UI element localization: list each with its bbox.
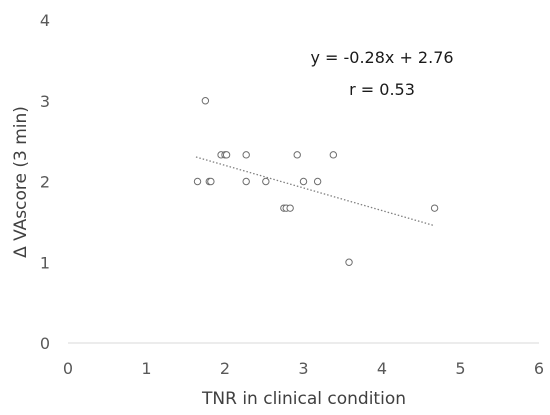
data-point [222, 151, 231, 159]
x-tick-label: 0 [63, 359, 73, 378]
data-point [430, 204, 439, 212]
data-point [193, 177, 202, 186]
x-tick-label: 6 [534, 359, 544, 378]
y-tick-label: 3 [40, 92, 50, 111]
data-point [299, 177, 308, 186]
plot-area: 0 1 2 3 4 5 6 0 1 2 3 4 [40, 11, 544, 378]
data-point [242, 151, 250, 159]
y-tick-label: 4 [40, 11, 50, 30]
y-tick-label: 2 [40, 173, 50, 192]
x-tick-label: 1 [141, 359, 151, 378]
x-tick-label: 3 [298, 359, 308, 378]
y-tick-label: 1 [40, 253, 50, 272]
x-tick-label: 5 [455, 359, 465, 378]
correlation-coefficient: r = 0.53 [349, 80, 415, 99]
x-tick-label: 2 [220, 359, 230, 378]
data-point [242, 177, 250, 186]
data-point [293, 151, 301, 159]
data-point [345, 258, 353, 266]
x-axis-title: TNR in clinical condition [201, 389, 406, 409]
trendline-equation: y = -0.28x + 2.76 [310, 48, 453, 67]
data-point [262, 177, 270, 186]
y-axis-title: Δ VAscore (3 min) [11, 106, 31, 258]
data-point [201, 97, 210, 105]
trendline [195, 156, 435, 227]
x-tick-label: 4 [377, 359, 387, 378]
y-tick-label: 0 [40, 334, 50, 353]
data-point [207, 177, 215, 186]
data-point [286, 204, 294, 212]
data-point [329, 151, 338, 159]
data-point [313, 177, 322, 186]
